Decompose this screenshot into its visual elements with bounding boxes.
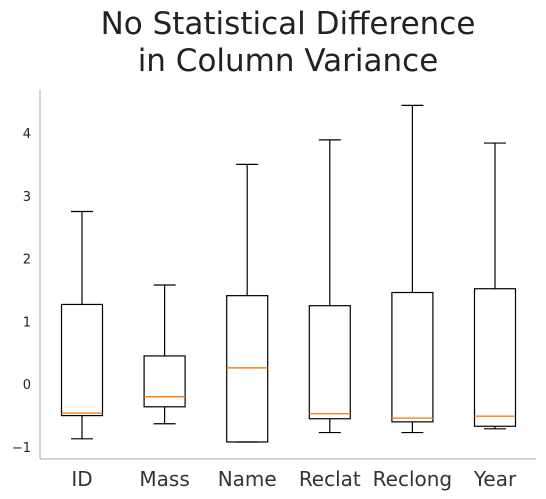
x-tick-label: Reclong: [373, 467, 452, 491]
y-tick-label: 3: [23, 190, 31, 205]
box-iqr: [308, 305, 351, 420]
box-reclong: [391, 104, 434, 434]
x-tick-label: Reclat: [299, 467, 361, 491]
y-tick-label: 4: [23, 127, 31, 142]
box-iqr: [226, 295, 269, 443]
axes: [39, 90, 536, 460]
x-tick-label: ID: [71, 467, 92, 491]
box-mass: [143, 284, 186, 425]
x-axis-ticks: ID Mass Name Reclat Reclong Year: [71, 467, 517, 491]
x-tick-label: Year: [473, 467, 517, 491]
chart-title-line-1: No Statistical Difference: [101, 6, 476, 42]
box-year: [473, 142, 517, 430]
box-series: [60, 104, 517, 443]
y-tick-label: −1: [12, 441, 31, 456]
chart-title-line-2: in Column Variance: [138, 43, 439, 79]
x-tick-label: Name: [218, 467, 277, 491]
y-tick-label: 1: [23, 315, 31, 330]
box-iqr: [391, 291, 434, 423]
box-name: [226, 163, 269, 443]
box-iqr: [473, 288, 517, 427]
y-tick-label: 0: [23, 378, 31, 393]
box-id: [60, 210, 104, 440]
box-iqr: [60, 303, 104, 417]
y-tick-label: 2: [23, 253, 31, 268]
x-tick-label: Mass: [139, 467, 189, 491]
y-axis-ticks: −1 0 1 2 3 4: [12, 127, 31, 456]
box-reclat: [308, 139, 351, 434]
box-iqr: [143, 355, 186, 408]
